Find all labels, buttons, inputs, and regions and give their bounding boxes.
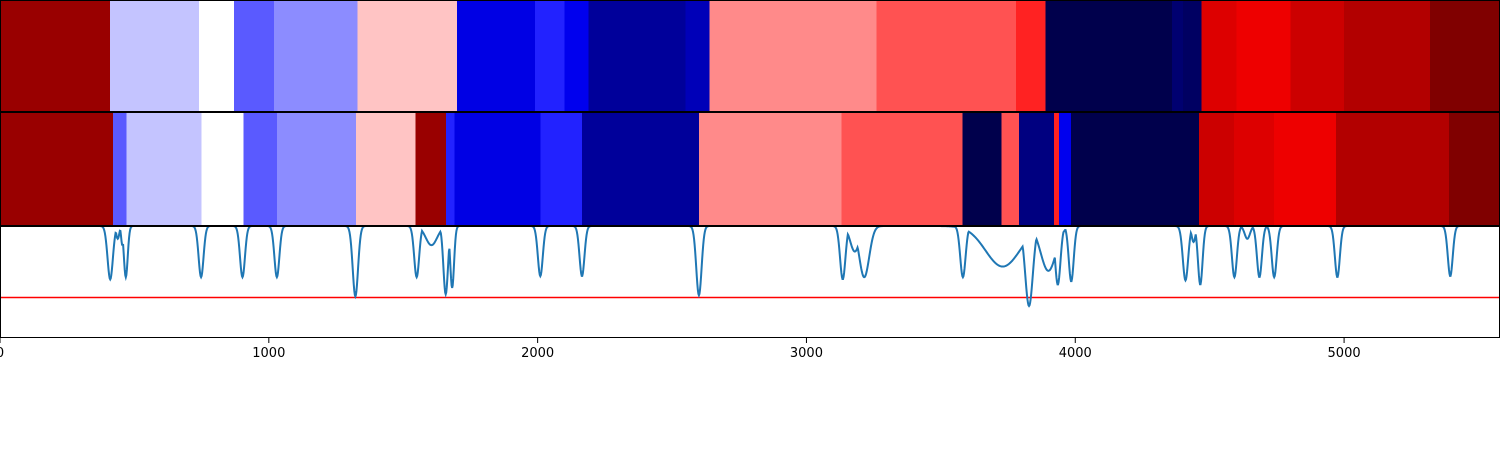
heatmap-cell — [962, 112, 1002, 226]
heatmap-cell — [110, 0, 200, 112]
heatmap-cell — [1198, 112, 1235, 226]
x-tick-label: 5000 — [1328, 346, 1361, 361]
heatmap-cell — [1182, 0, 1203, 112]
x-axis: 0 1000 2000 3000 4000 5000 — [0, 338, 1361, 361]
line-panel-background — [0, 226, 1500, 338]
heatmap-cell — [201, 112, 244, 226]
heatmap-cell — [1448, 112, 1500, 226]
x-tick-label: 2000 — [521, 346, 554, 361]
heatmap-cell — [709, 0, 877, 112]
line-panel — [0, 226, 1500, 338]
x-tick-label: 0 — [0, 346, 4, 361]
x-tick-label: 1000 — [252, 346, 285, 361]
heatmap-cell — [454, 112, 541, 226]
heatmap-cell — [126, 112, 203, 226]
heatmap-cell — [274, 0, 359, 112]
heatmap-cell — [1344, 0, 1431, 112]
heatmap-cell — [1018, 112, 1055, 226]
heatmap-cell — [1001, 112, 1020, 226]
heatmap-cell — [1290, 0, 1345, 112]
heatmap-cell — [1430, 0, 1500, 112]
heatmap-cell — [243, 112, 278, 226]
heatmap-cell — [356, 112, 416, 226]
heatmap-cell — [1071, 112, 1200, 226]
heatmap-cell — [581, 112, 700, 226]
heatmap-cell — [1045, 0, 1173, 112]
heatmap-cell — [564, 0, 590, 112]
heatmap-cell — [1201, 0, 1238, 112]
heatmap-cell — [415, 112, 447, 226]
heatmap-cell — [1236, 0, 1291, 112]
heatmap-cell — [698, 112, 842, 226]
heatmap-cell — [685, 0, 711, 112]
heatmap-cell — [446, 112, 455, 226]
heatmap-cell — [0, 0, 111, 112]
heatmap-cell — [198, 0, 235, 112]
heatmap-cell — [841, 112, 963, 226]
heatmap-cell — [357, 0, 458, 112]
heatmap-cell — [1274, 112, 1337, 226]
heatmap-cell — [1172, 0, 1184, 112]
heatmap-cell — [112, 112, 127, 226]
heatmap-cell — [534, 0, 566, 112]
heatmap-cell — [1233, 112, 1275, 226]
heatmap-cell — [233, 0, 275, 112]
heatmap-top — [0, 0, 1500, 112]
heatmap-cell — [456, 0, 536, 112]
heatmap-cell — [1059, 112, 1072, 226]
x-tick-label: 3000 — [790, 346, 823, 361]
heatmap-cell — [276, 112, 357, 226]
heatmap-cell — [0, 112, 114, 226]
heatmap-cell — [588, 0, 686, 112]
heatmap-cell — [1053, 112, 1060, 226]
heatmap-cell — [540, 112, 583, 226]
heatmap-cell — [876, 0, 1017, 112]
x-tick-label: 4000 — [1059, 346, 1092, 361]
heatmap-bottom — [0, 112, 1500, 226]
heatmap-cell — [1016, 0, 1047, 112]
heatmap-cell — [1336, 112, 1450, 226]
